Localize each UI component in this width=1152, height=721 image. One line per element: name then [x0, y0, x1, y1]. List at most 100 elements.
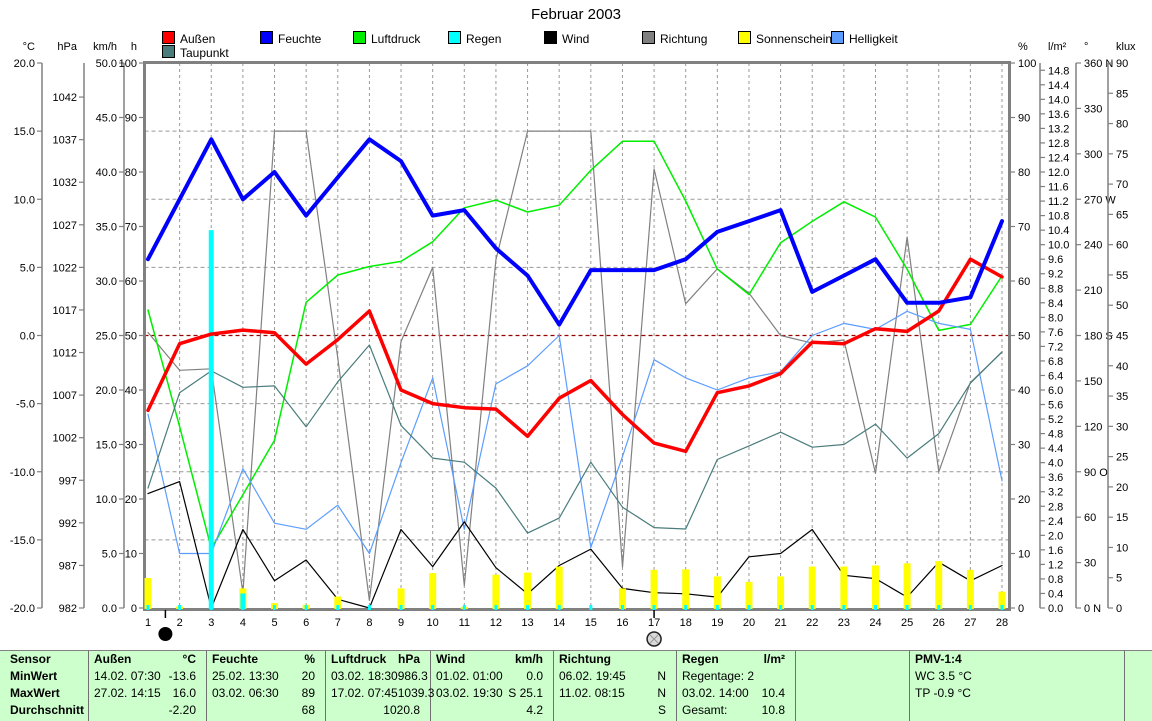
axis-l/m²-tick-label: 10.0	[1048, 240, 1069, 252]
rain-baseline-tick	[747, 605, 751, 610]
table-cell: Richtung	[559, 652, 611, 666]
legend-item-aussen: Außen	[162, 31, 215, 46]
table-cell: Außen	[94, 652, 132, 666]
x-axis-day-label: 2	[177, 617, 183, 629]
axis-klux-tick-label: 45	[1116, 331, 1128, 343]
table-cell: Wind	[436, 652, 466, 666]
axis-l/m²-tick-label: 7.6	[1048, 327, 1063, 339]
axis-klux-tick-label: 30	[1116, 421, 1128, 433]
axis-hPa-tick-label: 987	[59, 560, 77, 572]
axis-title-°: °	[1084, 41, 1088, 53]
axis-klux-tick-label: 80	[1116, 119, 1128, 131]
axis-km/h-tick-label: 45.0	[96, 113, 117, 125]
x-axis-day-label: 25	[901, 617, 913, 629]
axis-l/m²-tick-label: 6.4	[1048, 370, 1063, 382]
axis-h-tick-label: 20	[125, 494, 137, 506]
series-sonnenschein-bar-day-28	[998, 591, 1006, 609]
x-axis-day-label: 8	[366, 617, 372, 629]
series-sonnenschein-bar-day-9	[397, 588, 405, 609]
axis-title-°C: °C	[23, 41, 35, 53]
axis-klux-tick-label: 90	[1116, 58, 1128, 70]
axis-°C-tick-label: -5.0	[16, 399, 35, 411]
axis-km/h-tick-label: 0.0	[102, 603, 117, 615]
x-axis-day-label: 15	[585, 617, 597, 629]
series-sonnenschein-bar-day-26	[935, 561, 943, 609]
axis-km/h-tick-label: 40.0	[96, 167, 117, 179]
full-moon-hatch	[649, 634, 659, 644]
rain-baseline-tick	[652, 605, 656, 610]
legend-label-helligkeit: Helligkeit	[849, 32, 898, 46]
axis-l/m²-tick-label: 6.0	[1048, 385, 1063, 397]
axis-l/m²-tick-label: 10.4	[1048, 225, 1069, 237]
table-separator	[325, 651, 326, 721]
series-sonnenschein-bar-day-23	[840, 566, 848, 609]
axis-hPa-tick-label: 1042	[53, 92, 77, 104]
series-sonnenschein-bar-day-12	[492, 574, 500, 609]
legend-label-sonnenschein: Sonnenschein	[756, 32, 833, 46]
axis-%-tick-label: 20	[1018, 494, 1030, 506]
x-axis-day-label: 28	[996, 617, 1008, 629]
axis-title-l/m²: l/m²	[1048, 41, 1067, 53]
axis-l/m²-tick-label: 5.2	[1048, 414, 1063, 426]
series-sonnenschein-bar-day-16	[618, 588, 626, 609]
axis-hPa-tick-label: 997	[59, 475, 77, 487]
legend-label-regen: Regen	[466, 32, 502, 46]
axis-°C-tick-label: 5.0	[20, 262, 35, 274]
rain-baseline-tick	[241, 605, 245, 610]
axis-l/m²-tick-label: 14.0	[1048, 94, 1069, 106]
axis-%-tick-label: 10	[1018, 549, 1030, 561]
axis-hPa-tick-label: 1037	[53, 135, 77, 147]
axis-klux-tick-label: 10	[1116, 542, 1128, 554]
series-aussen-line	[146, 257, 1004, 454]
legend-swatch-feuchte-icon	[260, 31, 273, 44]
table-cell: 0.0	[526, 669, 543, 683]
axis-°-tick-label: 360 N	[1084, 58, 1113, 70]
axis-h-tick-label: 100	[119, 58, 137, 70]
table-cell: -13.6	[168, 669, 196, 683]
axis-%-tick-label: 30	[1018, 440, 1030, 452]
table-cell: 4.2	[526, 703, 543, 717]
series-luftdruck-line	[147, 140, 1003, 550]
legend-item-richtung: Richtung	[642, 31, 707, 46]
axis-h-tick-label: 90	[125, 113, 137, 125]
series-helligkeit-line	[147, 310, 1003, 555]
summary-table: Sensor MinWert MaxWert Durchschnitt Außen °C 1…	[0, 650, 1152, 721]
legend-swatch-richtung-icon	[642, 31, 655, 44]
axis-hPa-tick-label: 1017	[53, 305, 77, 317]
legend-item-wind: Wind	[544, 31, 589, 46]
table-cell: 68	[301, 703, 315, 717]
axis-%-tick-label: 100	[1018, 58, 1036, 70]
axis-°-tick-label: 330	[1084, 103, 1102, 115]
axis-°-tick-label: 210	[1084, 285, 1102, 297]
new-moon-icon	[158, 627, 173, 641]
axis-klux-tick-label: 40	[1116, 361, 1128, 373]
axis-title-%: %	[1018, 41, 1028, 53]
x-axis-day-label: 22	[806, 617, 818, 629]
axis-l/m²-tick-label: 11.6	[1048, 182, 1069, 194]
x-axis-day-label: 12	[490, 617, 502, 629]
rain-baseline-tick	[684, 605, 688, 610]
axis-%-tick-label: 90	[1018, 113, 1030, 125]
axis-klux-tick-label: 15	[1116, 512, 1128, 524]
axis-h-tick-label: 50	[125, 331, 137, 343]
rain-baseline-tick	[209, 605, 213, 610]
axis-hPa-tick-label: 1027	[53, 220, 77, 232]
table-cell: Sensor	[10, 652, 51, 666]
axis-l/m²-tick-label: 8.8	[1048, 283, 1063, 295]
axis-l/m²-tick-label: 7.2	[1048, 341, 1063, 353]
rain-baseline-tick	[367, 605, 371, 610]
axis-klux-tick-label: 20	[1116, 482, 1128, 494]
rain-baseline-tick	[1000, 605, 1004, 610]
table-separator	[430, 651, 431, 721]
axis-hPa-tick-label: 1022	[53, 262, 77, 274]
table-cell: 03.02. 06:30	[212, 686, 279, 700]
axis-h-tick-label: 70	[125, 222, 137, 234]
legend-item-feuchte: Feuchte	[260, 31, 321, 46]
axis-h-tick-label: 0	[131, 603, 137, 615]
legend-item-helligkeit: Helligkeit	[831, 31, 898, 46]
table-cell: 16.0	[172, 686, 196, 700]
axis-l/m²-tick-label: 0.8	[1048, 574, 1063, 586]
axis-klux-tick-label: 60	[1116, 240, 1128, 252]
axis-l/m²-tick-label: 12.4	[1048, 152, 1069, 164]
